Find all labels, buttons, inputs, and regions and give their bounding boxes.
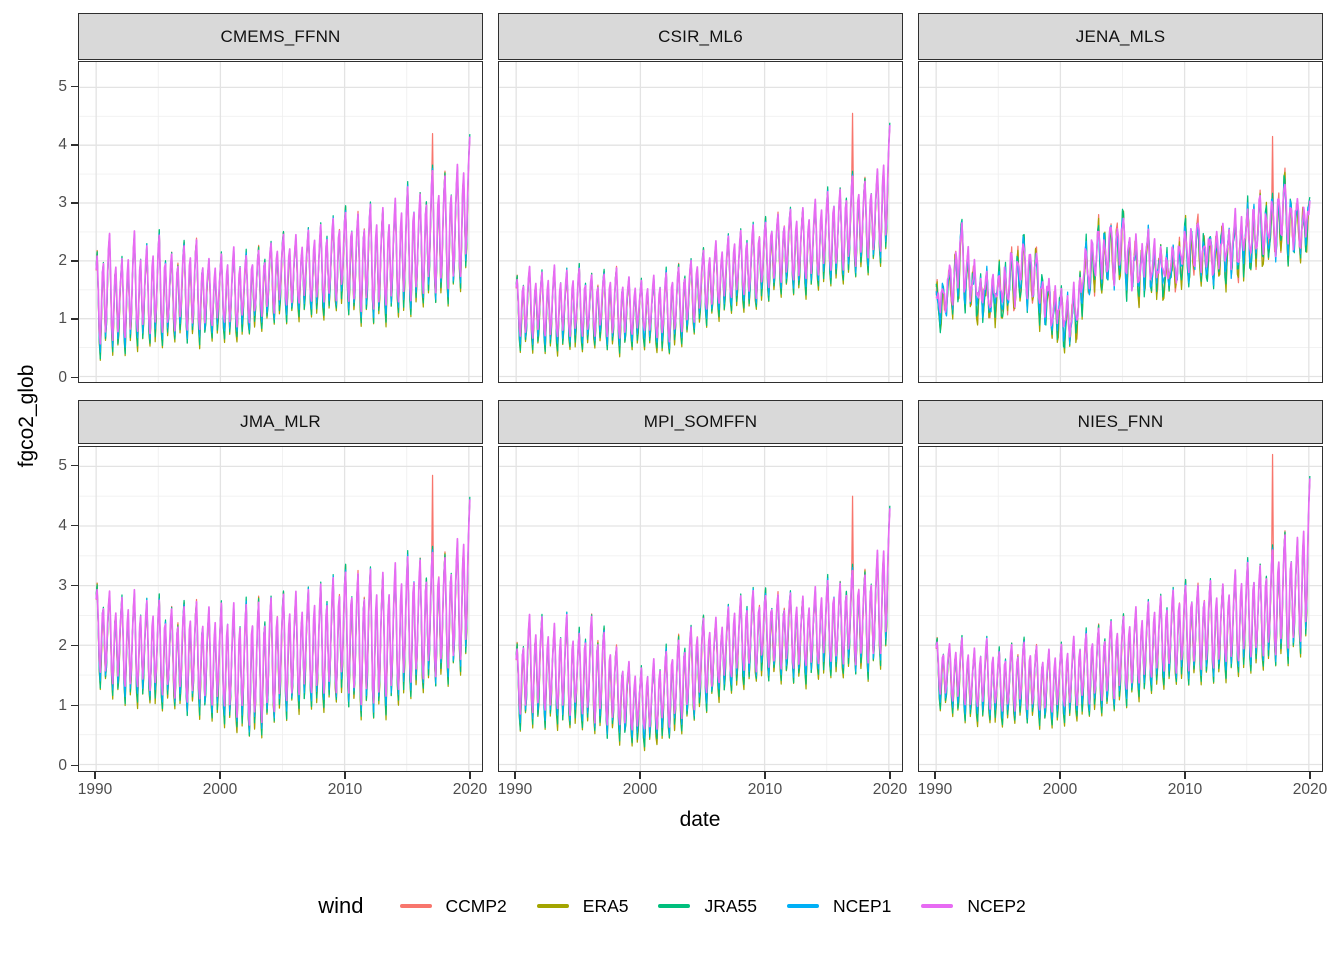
facet-strip-jma-mlr: JMA_MLR [78,400,483,444]
y-tick-label: 4 [58,135,67,153]
facet-strip-mpi-somffn: MPI_SOMFFN [498,400,903,444]
y-tick-mark [71,318,78,321]
series-line-ncep1 [515,124,891,350]
x-tick-mark [219,772,221,779]
legend-item-era5: ERA5 [536,896,628,917]
facet-panel-jena_mls [918,61,1323,383]
x-tick-label: 2010 [327,781,363,798]
legend-item-ncep2: NCEP2 [921,896,1026,917]
x-tick-label: 2010 [747,781,783,798]
facet-strip-csir-ml6: CSIR_ML6 [498,13,903,60]
facet-title: JENA_MLS [1075,26,1166,46]
legend-line-swatch-ccmp2 [399,904,432,908]
x-tick-mark [1059,772,1061,779]
series-line-ccmp2 [515,112,891,354]
series-line-era5 [515,125,891,358]
x-tick-mark [344,772,346,779]
legend-title: wind [318,893,364,918]
facet-strip-nies-fnn: NIES_FNN [918,400,1323,444]
y-tick-mark [71,143,78,146]
series-line-ncep2 [935,478,1311,713]
legend-item-jra55: JRA55 [658,896,757,917]
x-tick-mark [764,772,766,779]
x-tick-label: 2020 [452,781,488,798]
facet-panel-cmems_ffnn [78,61,483,383]
facet-strip-cmems-ffnn: CMEMS_FFNN [78,13,483,60]
x-tick-mark [469,772,471,779]
x-tick-label: 2020 [1292,781,1328,798]
series-line-ccmp2 [935,135,1311,347]
y-tick-label: 2 [58,252,67,270]
y-tick-label: 0 [58,756,67,774]
y-tick-label: 1 [58,310,67,328]
y-tick-label: 1 [58,696,67,714]
y-tick-mark [71,85,78,88]
x-tick-mark [639,772,641,779]
y-tick-mark [71,524,78,527]
y-tick-mark [71,202,78,204]
legend-item-ccmp2: CCMP2 [399,896,507,917]
facet-panel-csir_ml6 [498,61,903,383]
y-tick-label: 2 [58,636,67,654]
series-line-ncep2 [95,136,471,345]
y-tick-label: 5 [58,77,67,95]
y-tick-label: 0 [58,368,67,386]
legend-line-swatch-era5 [536,904,569,908]
y-tick-mark [71,644,78,647]
legend-line-swatch-ncep1 [787,904,820,908]
series-line-ncep1 [935,183,1311,345]
facet-strip-jena-mls: JENA_MLS [918,13,1323,60]
y-tick-label: 3 [58,576,67,594]
y-tick-label: 4 [58,516,67,534]
legend-line-swatch-ncep2 [921,904,954,908]
x-tick-mark [1309,772,1311,779]
facet-title: CSIR_ML6 [658,26,743,46]
series-line-ncep2 [935,183,1311,338]
x-tick-label: 1990 [77,781,113,798]
y-tick-label: 5 [58,456,67,474]
legend-item-ncep1: NCEP1 [787,896,891,917]
x-tick-mark [889,772,891,779]
x-axis-title: date [679,808,721,831]
y-tick-mark [71,464,78,467]
facet-title: JMA_MLR [240,412,321,431]
y-tick-mark [71,764,78,767]
x-tick-mark [1184,772,1186,779]
facet-panel-nies_fnn [918,446,1323,772]
x-tick-mark [934,772,936,779]
y-tick-mark [71,584,78,587]
x-tick-label: 1990 [917,781,953,798]
series-line-ncep2 [515,125,891,343]
x-tick-label: 2020 [872,781,908,798]
x-tick-mark [94,772,96,779]
series-line-ncep2 [515,508,891,731]
facet-title: NIES_FNN [1077,412,1164,431]
series-line-ncep2 [95,499,471,726]
y-tick-label: 3 [58,193,67,211]
x-tick-label: 1990 [497,781,533,798]
facet-panel-mpi_somffn [498,446,903,772]
legend-line-swatch-jra55 [658,904,691,908]
x-tick-mark [514,772,516,779]
y-tick-mark [71,260,78,262]
x-tick-label: 2000 [1042,781,1078,798]
facet-title: MPI_SOMFFN [643,412,758,431]
x-tick-label: 2000 [202,781,238,798]
facet-title: CMEMS_FFNN [220,26,341,46]
facet-panel-jma_mlr [78,446,483,772]
series-line-era5 [935,171,1311,354]
y-tick-mark [71,376,78,379]
series-line-jra55 [935,174,1311,349]
x-tick-label: 2000 [622,781,658,798]
y-tick-mark [71,704,78,707]
x-tick-label: 2010 [1167,781,1203,798]
legend: wind CCMP2 ERA5 JRA55 NCEP1 NCEP2 [0,888,1344,924]
